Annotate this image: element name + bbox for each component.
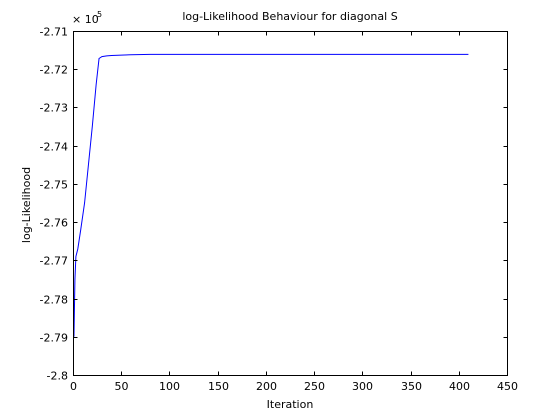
y-axis-label: log-Likelihood <box>20 167 33 243</box>
y-exponent-label: × 10 5 <box>72 10 102 26</box>
x-tick-label: 200 <box>256 380 277 393</box>
y-tick-label: -2.71 <box>40 26 68 39</box>
plot-area <box>73 31 507 375</box>
x-tick-label: 300 <box>352 380 373 393</box>
x-tick-label: 100 <box>159 380 180 393</box>
x-tick-label: 450 <box>497 380 518 393</box>
x-tick-label: 350 <box>401 380 422 393</box>
y-tick-label: -2.77 <box>40 255 68 268</box>
y-exponent-base: × 10 <box>72 13 99 26</box>
x-tick-label: 150 <box>208 380 229 393</box>
y-tick-label: -2.72 <box>40 64 68 77</box>
series-line-1 <box>73 53 469 337</box>
chart-title: log-Likelihood Behaviour for diagonal S <box>182 10 397 23</box>
y-tick-label: -2.74 <box>40 141 68 154</box>
x-tick-label: 250 <box>304 380 325 393</box>
y-tick-label: -2.79 <box>40 332 68 345</box>
y-tick-label: -2.76 <box>40 217 68 230</box>
x-axis-label: Iteration <box>267 398 314 411</box>
x-tick-label: 0 <box>70 380 77 393</box>
y-tick-label: -2.75 <box>40 179 68 192</box>
x-tick-label: 50 <box>115 380 129 393</box>
x-tick-label: 400 <box>449 380 470 393</box>
axes-box <box>73 31 508 376</box>
y-tick-label: -2.8 <box>47 370 68 383</box>
y-tick-label: -2.73 <box>40 102 68 115</box>
y-exponent-power: 5 <box>97 10 102 19</box>
y-tick-label: -2.78 <box>40 294 68 307</box>
